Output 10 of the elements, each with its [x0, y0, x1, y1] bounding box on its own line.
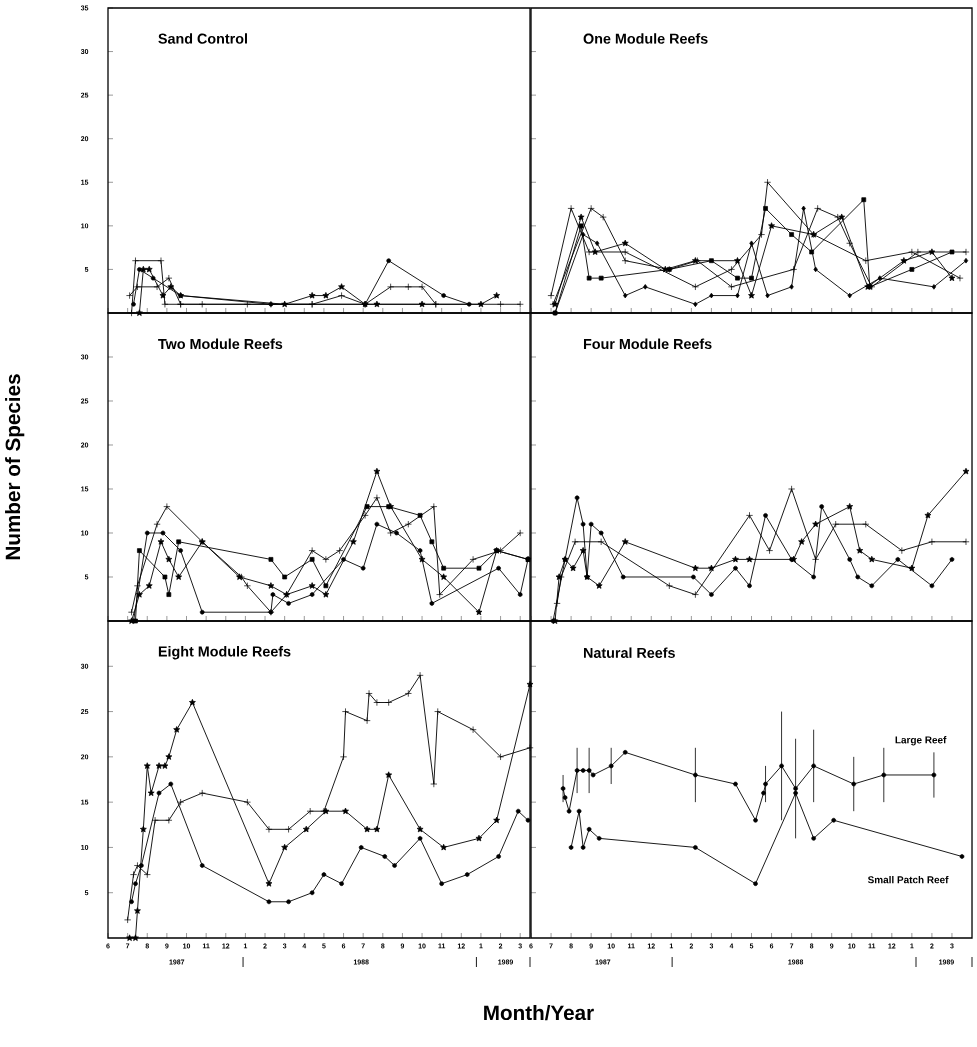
text: Large Reef: [895, 736, 947, 746]
text: Natural Reefs: [583, 647, 675, 658]
text: Four Module Reefs: [583, 338, 712, 350]
text: Sand Control: [158, 33, 247, 44]
text: Eight Module Reefs: [158, 645, 291, 660]
text: Small Patch Reef: [867, 876, 949, 884]
y-axis-title: Number of Species: [5, 374, 25, 560]
text: One Module Reefs: [583, 33, 708, 44]
text: Two Module Reefs: [158, 338, 283, 350]
x-axis-title: Month/Year: [484, 1004, 594, 1021]
